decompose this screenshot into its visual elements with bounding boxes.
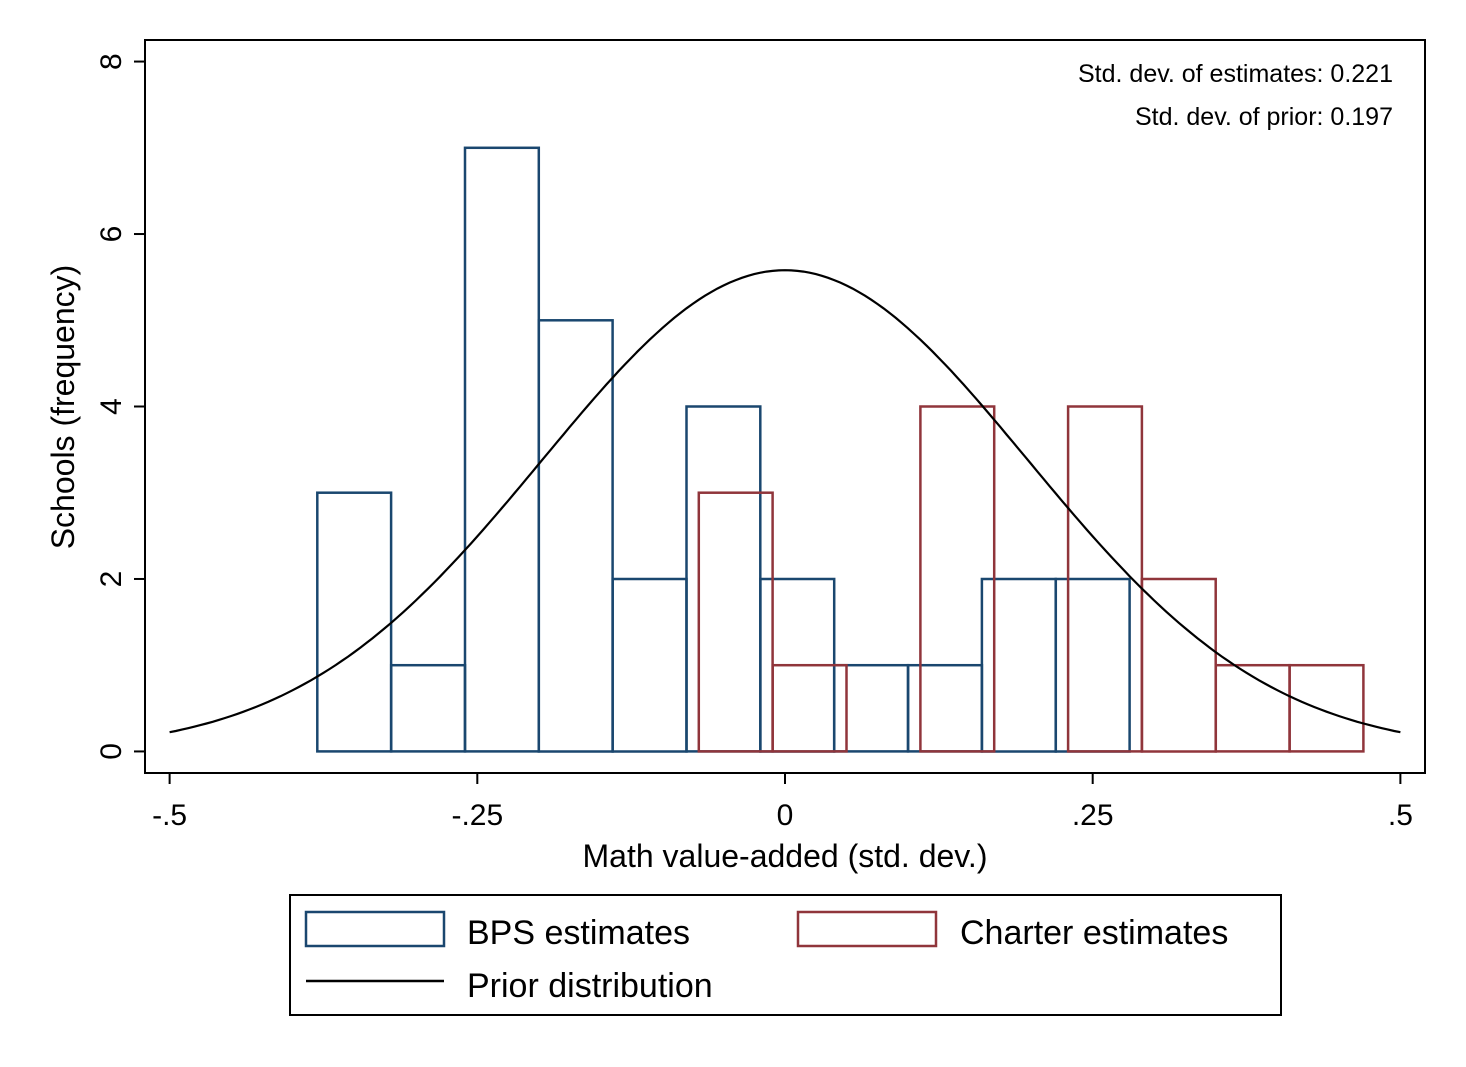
charter-bar-0 (697, 491, 774, 753)
y-tick-label-0: 0 (95, 743, 128, 760)
x-axis-title: Math value-added (std. dev.) (583, 838, 988, 874)
x-tick-label-1: -.25 (451, 799, 503, 832)
charter-bar-5 (1214, 663, 1291, 753)
y-tick-label-2: 4 (95, 398, 128, 415)
bps-bar-0 (316, 491, 393, 753)
charter-bar-1 (771, 663, 848, 753)
x-axis: -.5 -.25 0 .25 .5 (152, 773, 1413, 832)
x-tick-label-4: .5 (1388, 799, 1413, 832)
legend-frame (289, 894, 1282, 1016)
x-tick-label-3: .25 (1072, 799, 1114, 832)
charter-bars (697, 405, 1365, 753)
y-axis: 0 2 4 6 8 (95, 53, 145, 760)
y-axis-title: Schools (frequency) (45, 265, 81, 550)
legend-label-bps: BPS estimates (467, 914, 690, 952)
bps-bar-3 (537, 319, 614, 753)
y-tick-label-1: 2 (95, 571, 128, 588)
y-tick-label-4: 8 (95, 53, 128, 70)
y-tick-label-3: 6 (95, 226, 128, 243)
bps-bar-2 (463, 146, 541, 753)
charter-bar-2 (919, 405, 996, 753)
charter-bar-4 (1140, 577, 1217, 753)
bps-bar-1 (389, 663, 467, 753)
legend-key-charter (796, 910, 938, 948)
annotation-sd-prior: Std. dev. of prior: 0.197 (1135, 103, 1393, 131)
legend-label-prior: Prior distribution (467, 967, 713, 1005)
legend: BPS estimates Charter estimates Prior di… (289, 894, 1282, 1016)
bps-bar-4 (611, 577, 688, 753)
x-tick-label-2: 0 (777, 799, 794, 832)
x-tick-label-0: -.5 (152, 799, 187, 832)
legend-key-bps (304, 910, 446, 948)
prior-distribution-curve (169, 269, 1401, 734)
annotation-sd-estimates: Std. dev. of estimates: 0.221 (1078, 60, 1393, 88)
legend-label-charter: Charter estimates (960, 914, 1228, 952)
bps-bars (316, 146, 1131, 753)
charter-bar-6 (1288, 663, 1365, 753)
